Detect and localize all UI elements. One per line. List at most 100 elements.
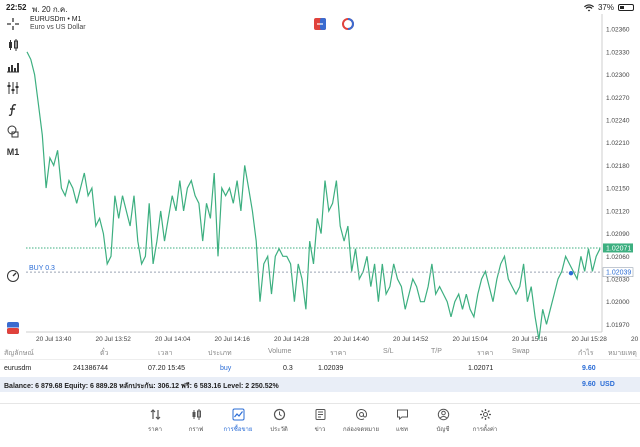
x-tick-label: 20 Jul 14:28 [274, 336, 310, 343]
cell-ticket: 241386744 [73, 365, 109, 372]
history-clock-icon [273, 408, 285, 421]
col-ticket: ตั๋ว [100, 350, 109, 357]
x-tick-label: 20 Jul 15:28 [572, 336, 608, 343]
x-tick-label: 20 Jul 15:04 [453, 336, 489, 343]
sell-buy-panel-icon[interactable] [314, 18, 326, 30]
x-tick-label: 20 Jul 13:52 [96, 336, 132, 343]
chart-buttons [314, 18, 354, 30]
news-icon [315, 409, 325, 420]
market-depth-icon[interactable] [342, 18, 354, 30]
y-tick-label: 1.02360 [606, 27, 630, 34]
cell-price: 1.02071 [468, 365, 494, 372]
clock: 22:52 [6, 3, 27, 12]
x-tick-label: 20 Jul 14:04 [155, 336, 191, 343]
y-tick-label: 1.01970 [606, 322, 630, 329]
col-sl: S/L [383, 348, 394, 355]
nav-label: แชท [396, 427, 408, 433]
chart-toolbar: M1 [0, 14, 26, 340]
buy-position-label: BUY 0.3 [29, 265, 55, 272]
function-icon[interactable] [5, 103, 21, 117]
nav-label: กล่องจดหมาย [342, 427, 380, 433]
col-symbol: สัญลักษณ์ [4, 350, 34, 357]
sliders-icon[interactable] [5, 81, 21, 95]
cell-open-price: 1.02039 [318, 365, 344, 372]
col-tp: T/P [431, 348, 442, 355]
nav-charts[interactable]: กราฟ [176, 408, 216, 434]
symbol-title: EURUSDm • M1 [30, 16, 82, 23]
y-tick-label: 1.02180 [606, 163, 630, 170]
col-type: ประเภท [208, 350, 232, 357]
y-tick-label: 1.02120 [606, 208, 630, 215]
current-price-tag [603, 243, 633, 253]
x-tick-label: 20 Jul 13:40 [36, 336, 72, 343]
y-tick-label: 1.02270 [606, 95, 630, 102]
timeframe-button[interactable]: M1 [6, 147, 20, 157]
y-tick-label: 1.02090 [606, 231, 630, 238]
col-volume: Volume [268, 348, 292, 355]
quotes-arrows-icon [150, 409, 160, 420]
bottom-nav: ราคา กราฟ การซื้อขาย ประวัติ ข่าว กล่องจ… [0, 403, 640, 447]
objects-icon[interactable] [5, 124, 21, 138]
nav-account[interactable]: บัญชี [423, 408, 463, 434]
chart-type-candles-icon[interactable] [5, 38, 21, 52]
cell-type: buy [220, 365, 232, 372]
nav-news[interactable]: ข่าว [300, 408, 340, 434]
col-time: เวลา [158, 350, 173, 357]
y-tick-label: 1.02210 [606, 140, 630, 147]
entry-price-value: 1.02039 [606, 270, 631, 277]
nav-settings[interactable]: การตั้งค่า [465, 408, 505, 434]
balance-text: Balance: 6 879.68 Equity: 6 889.28 หลักป… [4, 383, 279, 390]
settings-gear-icon [479, 409, 491, 420]
one-click-trading-icon[interactable] [5, 321, 21, 335]
battery-icon [618, 4, 634, 11]
table-row[interactable]: eurusdm 241386744 07.20 15:45 buy 0.3 1.… [0, 361, 640, 376]
y-tick-label: 1.02240 [606, 118, 630, 125]
speedometer-icon[interactable] [5, 269, 21, 283]
x-tick-label: 20 Jul 15:40 [631, 336, 640, 343]
x-tick-label: 20 Jul 14:16 [215, 336, 251, 343]
balance-summary: Balance: 6 879.68 Equity: 6 889.28 หลักป… [0, 377, 640, 392]
battery-percent: 37% [597, 3, 614, 12]
current-price-value: 1.02071 [606, 245, 631, 252]
status-bar: 22:52 พ. 20 ก.ค. 37% [0, 0, 640, 14]
y-tick-label: 1.02150 [606, 186, 630, 193]
cell-volume: 0.3 [283, 365, 293, 372]
status-indicators: 37% [583, 3, 634, 12]
positions-table-header: สัญลักษณ์ ตั๋ว เวลา ประเภท Volume ราคา S… [0, 344, 640, 360]
chart-canvas: 1.02360 1.02330 1.02300 1.02270 1.02240 1.022… [26, 14, 640, 343]
col-open-price: ราคา [330, 350, 347, 357]
col-swap: Swap [512, 348, 530, 355]
nav-history[interactable]: ประวัติ [259, 408, 299, 434]
col-profit: กำไร [578, 350, 594, 357]
cell-symbol: eurusdm [4, 365, 32, 372]
total-profit: 9.60 [582, 381, 596, 388]
indicators-icon[interactable] [5, 60, 21, 74]
symbol-description: Euro vs US Dollar [30, 24, 86, 31]
cell-profit: 9.60 [582, 365, 596, 372]
at-mail-icon [355, 409, 367, 420]
nav-chat[interactable]: แชท [382, 408, 422, 434]
wifi-icon [583, 3, 594, 11]
date: พ. 20 ก.ค. [32, 5, 68, 14]
nav-label: ข่าว [314, 427, 326, 433]
price-chart[interactable]: EURUSDm • M1 Euro vs US Dollar 1.02360 1.… [26, 14, 640, 344]
y-tick-label: 1.02030 [606, 277, 630, 284]
y-tick-label: 1.02330 [606, 49, 630, 56]
entry-marker [568, 270, 574, 276]
nav-quotes[interactable]: ราคา [135, 408, 175, 434]
price-line [26, 51, 601, 340]
account-icon [437, 408, 449, 421]
x-tick-label: 20 Jul 15:16 [512, 336, 548, 343]
chat-icon [396, 409, 408, 421]
nav-label: ราคา [148, 427, 162, 433]
y-tick-label: 1.02060 [606, 254, 630, 261]
y-tick-label: 1.02000 [606, 299, 630, 306]
nav-trade[interactable]: การซื้อขาย [218, 408, 258, 434]
nav-label: ประวัติ [270, 427, 288, 433]
crosshair-icon[interactable] [5, 17, 21, 31]
col-comment: หมายเหตุ [608, 350, 637, 357]
x-tick-label: 20 Jul 14:40 [334, 336, 370, 343]
candles-icon [192, 409, 201, 420]
nav-mailbox[interactable]: กล่องจดหมาย [341, 408, 381, 434]
nav-label: การซื้อขาย [223, 427, 253, 433]
